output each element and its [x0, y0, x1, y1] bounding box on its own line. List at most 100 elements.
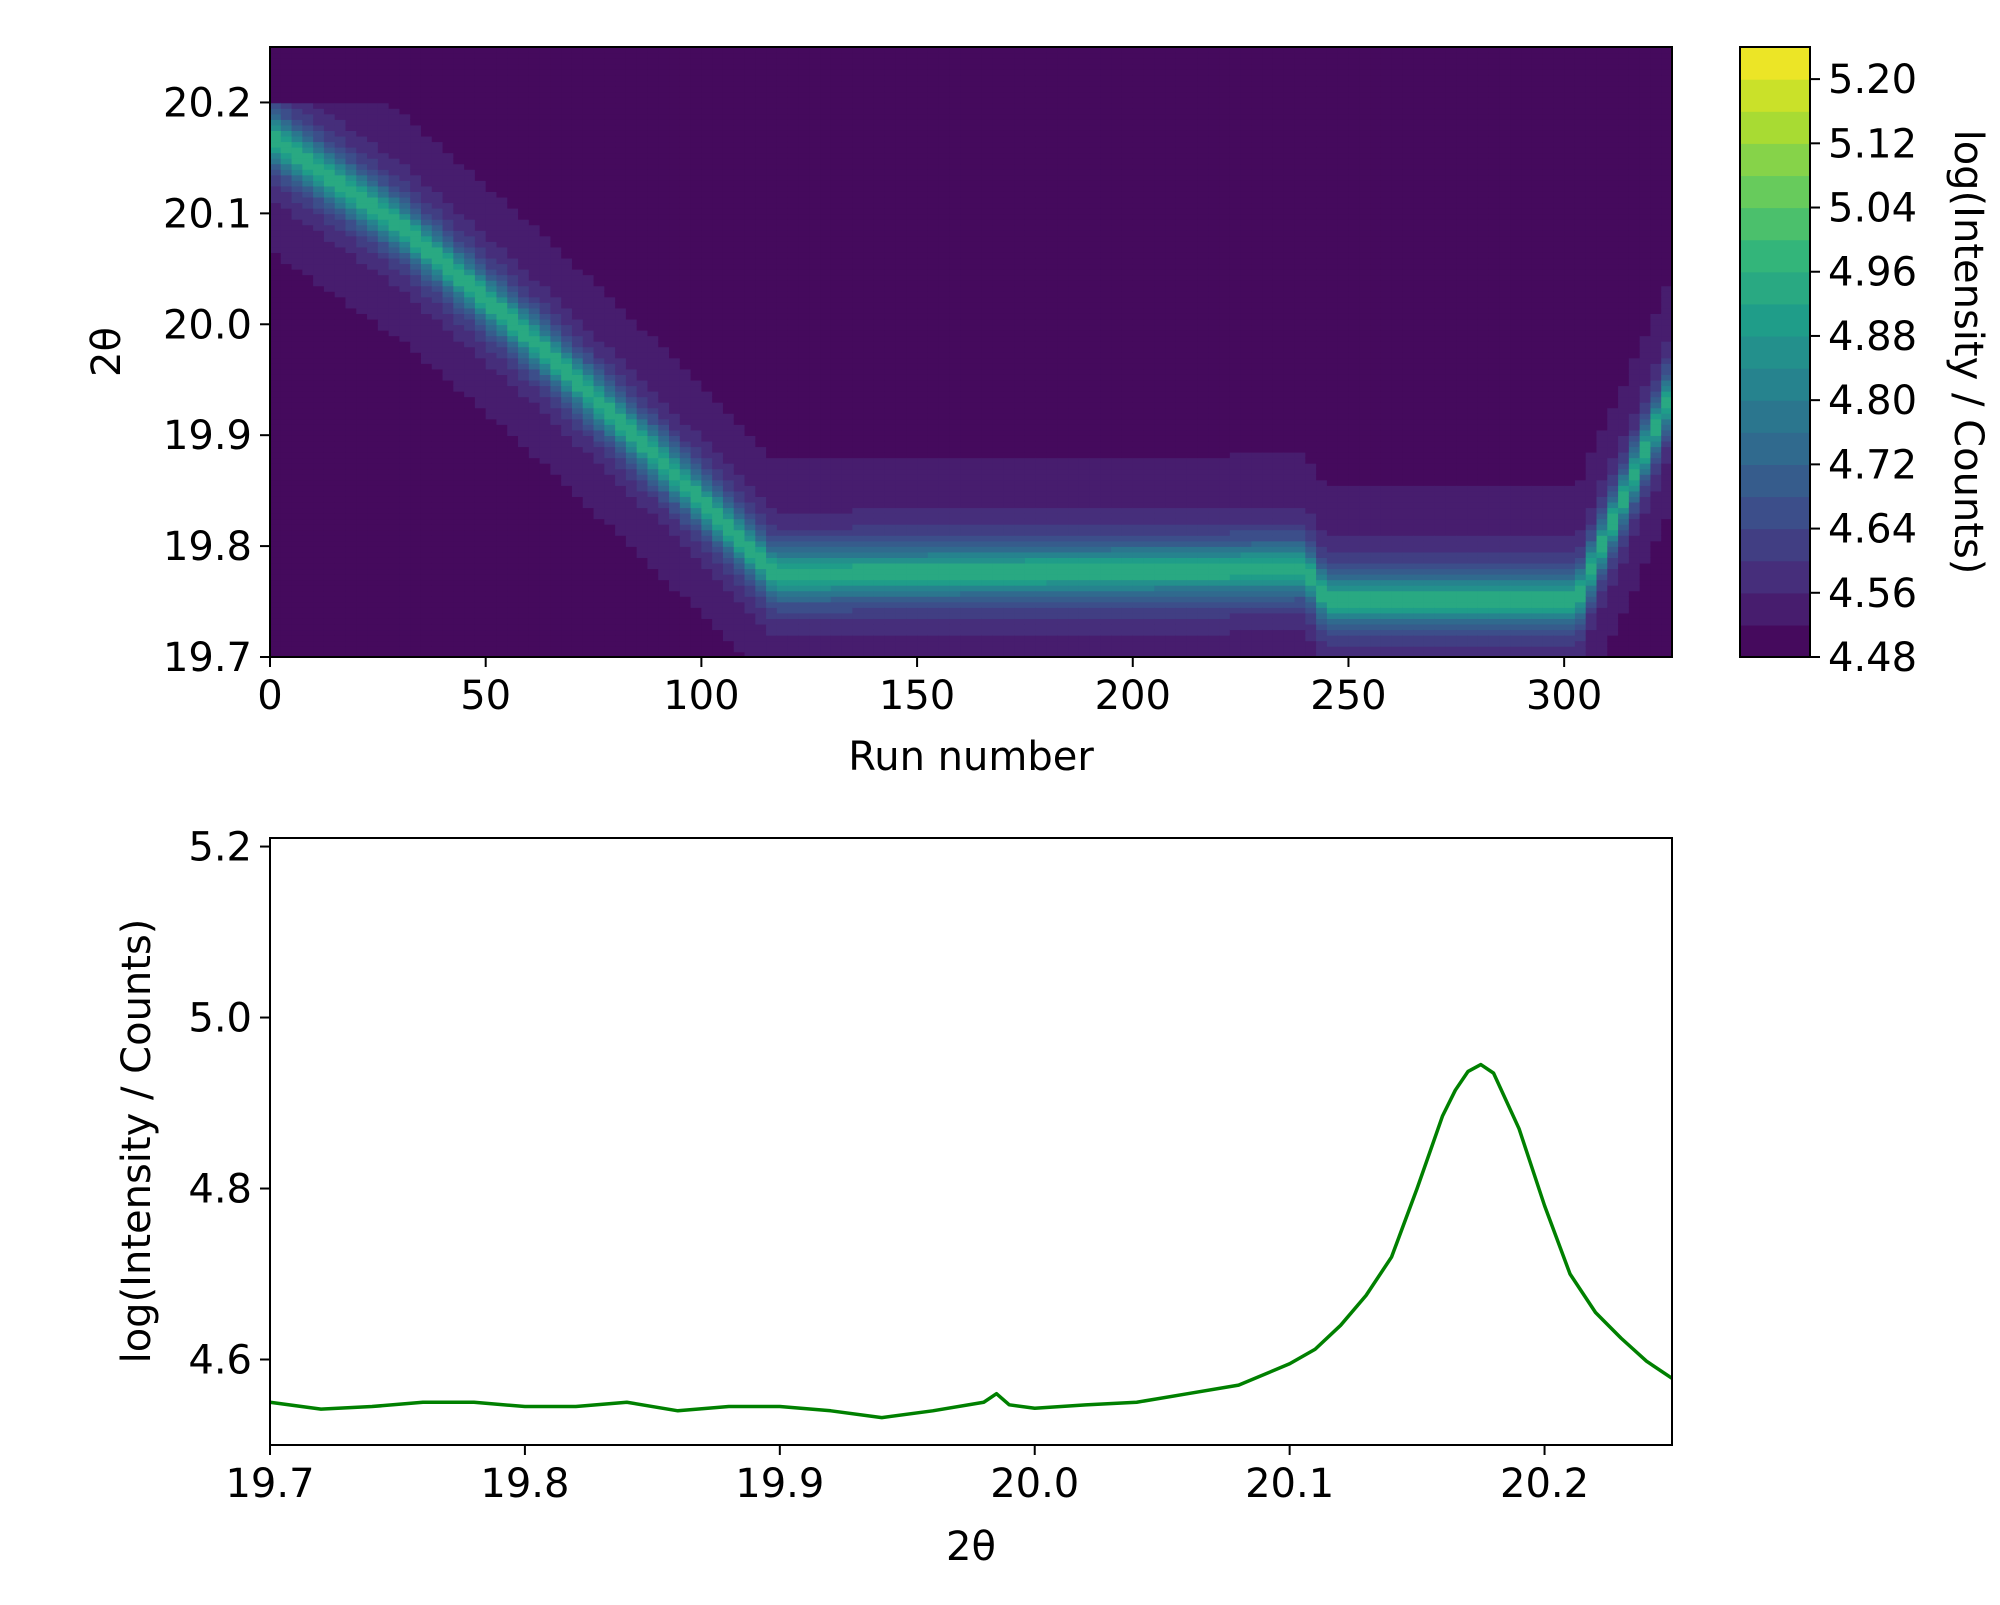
- heatmap-cell: [550, 401, 562, 409]
- heatmap-cell: [561, 518, 573, 525]
- heatmap-cell: [636, 157, 649, 165]
- heatmap-cell: [744, 379, 757, 387]
- heatmap-cell: [388, 202, 401, 209]
- heatmap-cell: [270, 47, 282, 54]
- heatmap-cell: [453, 291, 465, 298]
- heatmap-cell: [453, 479, 465, 486]
- heatmap-cell: [550, 429, 562, 436]
- heatmap-cell: [464, 102, 476, 109]
- heatmap-cell: [399, 507, 411, 514]
- heatmap-cell: [658, 102, 670, 109]
- heatmap-cell: [722, 385, 735, 392]
- heatmap-cell: [647, 407, 660, 414]
- heatmap-cell: [420, 141, 433, 148]
- heatmap-cell: [496, 457, 509, 464]
- heatmap-cell: [356, 629, 368, 636]
- heatmap-cell: [744, 302, 757, 309]
- heatmap-cell: [367, 119, 379, 126]
- heatmap-cell: [313, 340, 325, 348]
- heatmap-cell: [313, 213, 325, 220]
- heatmap-cell: [280, 540, 293, 547]
- heatmap-cell: [323, 230, 336, 237]
- heatmap-cell: [345, 385, 358, 392]
- heatmap-cell: [571, 651, 584, 658]
- heatmap-cell: [658, 568, 670, 575]
- heatmap-cell: [356, 52, 368, 59]
- heatmap-cell: [356, 207, 368, 215]
- heatmap-cell: [431, 113, 444, 120]
- heatmap-cell: [431, 69, 444, 76]
- heatmap-cell: [658, 96, 670, 104]
- heatmap-cell: [474, 368, 487, 375]
- heatmap-cell: [356, 180, 368, 187]
- heatmap-cell: [625, 540, 638, 547]
- heatmap-cell: [712, 357, 724, 364]
- heatmap-cell: [669, 141, 681, 148]
- heatmap-cell: [658, 291, 670, 298]
- heatmap-cell: [270, 113, 282, 120]
- heatmap-cell: [410, 357, 422, 364]
- heatmap-cell: [280, 163, 293, 170]
- heatmap-cell: [474, 230, 487, 237]
- heatmap-cell: [733, 446, 746, 453]
- heatmap-cell: [302, 296, 314, 303]
- heatmap-cell: [367, 174, 379, 181]
- heatmap-cell: [474, 163, 487, 170]
- heatmap-cell: [690, 490, 703, 497]
- heatmap-cell: [528, 246, 541, 253]
- heatmap-cell: [485, 279, 498, 287]
- heatmap-cell: [722, 374, 735, 381]
- heatmap-cell: [561, 379, 573, 387]
- heatmap-cell: [388, 390, 401, 398]
- heatmap-cell: [539, 257, 552, 265]
- heatmap-cell: [313, 329, 325, 337]
- heatmap-cell: [755, 540, 767, 547]
- heatmap-cell: [323, 63, 336, 70]
- heatmap-cell: [571, 224, 584, 231]
- heatmap-cell: [733, 518, 746, 525]
- heatmap-cell: [280, 546, 293, 553]
- heatmap-cell: [593, 196, 606, 204]
- heatmap-cell: [345, 573, 358, 581]
- heatmap-cell: [744, 435, 757, 442]
- heatmap-cell: [313, 379, 325, 387]
- heatmap-cell: [615, 263, 627, 270]
- heatmap-cell: [377, 396, 390, 403]
- heatmap-cell: [388, 146, 401, 154]
- heatmap-cell: [615, 169, 627, 176]
- heatmap-cell: [399, 374, 411, 381]
- heatmap-cell: [496, 496, 509, 503]
- heatmap-cell: [377, 235, 390, 242]
- heatmap-cell: [733, 346, 746, 353]
- heatmap-cell: [679, 607, 692, 614]
- heatmap-cell: [528, 618, 541, 625]
- heatmap-cell: [561, 501, 573, 509]
- heatmap-cell: [561, 207, 573, 215]
- heatmap-cell: [636, 196, 649, 204]
- heatmap-cell: [420, 224, 433, 231]
- heatmap-cell: [615, 329, 627, 337]
- heatmap-cell: [464, 113, 476, 120]
- heatmap-cell: [733, 47, 746, 54]
- heatmap-cell: [528, 623, 541, 631]
- heatmap-cell: [280, 462, 293, 470]
- heatmap-cell: [377, 584, 390, 592]
- heatmap-cell: [733, 634, 746, 642]
- heatmap-cell: [474, 352, 487, 359]
- heatmap-cell: [474, 374, 487, 381]
- heatmap-cell: [636, 562, 649, 570]
- heatmap-cell: [367, 501, 379, 509]
- heatmap-cell: [690, 96, 703, 104]
- heatmap-cell: [485, 146, 498, 154]
- heatmap-cell: [593, 446, 606, 453]
- heatmap-cell: [356, 424, 368, 431]
- heatmap-cell: [474, 529, 487, 536]
- heatmap-cell: [722, 307, 735, 314]
- heatmap-cell: [485, 462, 498, 470]
- heatmap-cell: [658, 501, 670, 509]
- heatmap-cell: [464, 329, 476, 337]
- heatmap-cell: [669, 462, 681, 470]
- heatmap-cell: [636, 474, 649, 481]
- heatmap-cell: [722, 529, 735, 536]
- heatmap-cell: [712, 640, 724, 647]
